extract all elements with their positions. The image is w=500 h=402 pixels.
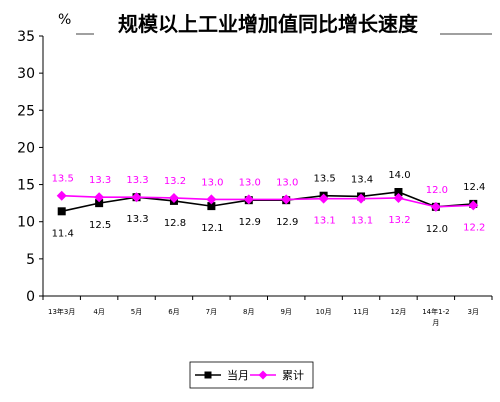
data-label-monthly: 13.4 (351, 174, 373, 185)
data-label-cumulative: 13.2 (164, 176, 186, 187)
data-label-cumulative: 13.0 (276, 177, 298, 188)
data-label-monthly: 12.8 (164, 218, 186, 229)
legend-marker-diamond (258, 370, 268, 380)
data-point-cumulative (430, 201, 441, 212)
x-tick-label: 5月 (131, 308, 142, 316)
series-line-2 (61, 194, 474, 208)
y-tick-label: 30 (17, 66, 35, 82)
data-point-cumulative (393, 192, 404, 203)
data-point-cumulative (468, 200, 479, 211)
data-label-monthly: 13.3 (126, 214, 148, 225)
data-label-cumulative: 13.1 (351, 216, 373, 227)
legend: 当月 累计 (189, 361, 314, 389)
x-tick-label: 12月 (390, 308, 406, 316)
legend-label-1: 当月 (227, 368, 249, 382)
x-tick-label: 3月 (468, 308, 479, 316)
data-label-monthly: 12.9 (276, 217, 298, 228)
data-point-cumulative (94, 192, 105, 203)
data-label-cumulative: 13.3 (89, 175, 111, 186)
data-label-monthly: 13.5 (313, 174, 335, 185)
data-point-monthly (95, 199, 104, 208)
data-label-cumulative: 12.0 (426, 185, 448, 196)
y-tick-label: 25 (17, 103, 35, 119)
x-tick-label: 14年1-2 月 (422, 307, 449, 327)
legend-label-2: 累计 (282, 369, 304, 382)
data-label-monthly: 12.0 (426, 224, 448, 235)
data-label-monthly: 12.9 (239, 217, 261, 228)
data-label-cumulative: 13.3 (126, 175, 148, 186)
x-tick-label: 13年3月 (48, 307, 75, 316)
data-label-cumulative: 13.5 (52, 174, 74, 185)
x-tick-label: 11月 (353, 308, 369, 316)
data-point-cumulative (281, 194, 292, 205)
y-tick-label: 15 (17, 178, 35, 194)
y-tick-label: 0 (26, 289, 35, 305)
chart-title: 规模以上工业增加值同比增长速度 (118, 12, 419, 36)
axes (42, 36, 492, 297)
data-point-cumulative (168, 192, 179, 203)
data-label-monthly: 12.5 (89, 220, 111, 231)
y-tick-label: 20 (17, 140, 35, 156)
data-point-cumulative (56, 190, 67, 201)
x-tick-label: 9月 (280, 308, 291, 316)
y-tick-label: 35 (17, 29, 35, 45)
data-label-monthly: 11.4 (52, 228, 74, 239)
data-point-cumulative (318, 193, 329, 204)
data-label-monthly: 14.0 (388, 170, 410, 181)
data-label-cumulative: 13.2 (388, 215, 410, 226)
data-label-cumulative: 13.0 (239, 177, 261, 188)
x-tick-label: 8月 (243, 308, 254, 316)
y-tick-label: 10 (17, 215, 35, 231)
axis-ticks: 0 5 10 15 20 25 30 35 13年3月 4月 5月 6月 7月 8月 9月 10月 11月 12月… (17, 29, 493, 327)
x-tick-label: 7月 (206, 308, 217, 316)
data-label-cumulative: 13.0 (201, 177, 223, 188)
data-point-monthly (207, 202, 216, 211)
legend-marker-square (204, 371, 212, 379)
y-tick-label: 5 (26, 252, 35, 268)
data-point-cumulative (243, 194, 254, 205)
data-point-monthly (394, 188, 403, 196)
data-label-monthly: 12.1 (201, 223, 223, 234)
data-point-cumulative (206, 194, 217, 205)
data-labels: 11.4 12.5 13.3 12.8 12.1 12.9 12.9 13.5 13.4 14.0… (52, 170, 486, 239)
x-tick-label: 6月 (168, 308, 179, 316)
y-unit-label: % (58, 12, 71, 28)
data-point-cumulative (356, 193, 367, 204)
data-point-monthly (57, 207, 66, 216)
data-label-monthly: 12.4 (463, 182, 485, 193)
x-tick-label: 10月 (316, 308, 332, 316)
series-layer (56, 188, 479, 216)
x-tick-label: 4月 (93, 308, 104, 316)
data-label-cumulative: 13.1 (313, 216, 335, 227)
data-point-cumulative (131, 192, 142, 203)
data-label-cumulative: 12.2 (463, 222, 485, 233)
